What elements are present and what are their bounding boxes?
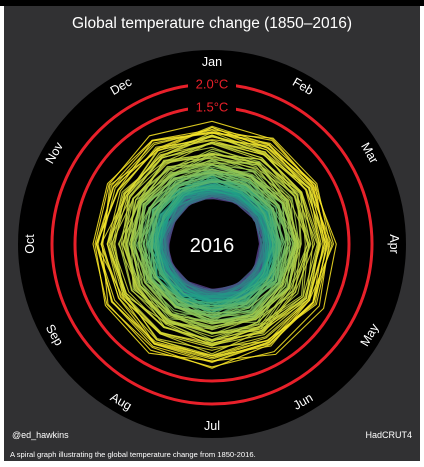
spiral-year-line — [142, 174, 292, 314]
data-source: HadCRUT4 — [365, 430, 412, 440]
temperature-rings: 2.0°C 1.5°C — [50, 76, 374, 406]
chart-frame: Global temperature change (1850–2016) Ja… — [4, 6, 420, 461]
spiral-year-line — [106, 135, 314, 341]
spiral-year-line — [96, 132, 331, 357]
ring-label: 1.5°C — [196, 100, 229, 115]
spiral-year-line — [96, 136, 333, 363]
ring-label: 2.0°C — [196, 77, 229, 92]
spiral-chart: Global temperature change (1850–2016) Ja… — [10, 15, 412, 459]
center-year-label: 2016 — [190, 235, 235, 257]
spiral-year-line — [138, 171, 298, 321]
month-label-oct: Oct — [23, 234, 37, 254]
spiral-year-line — [95, 126, 326, 363]
spiral-year-line — [113, 134, 319, 346]
spiral-year-line — [130, 156, 299, 335]
caption: A spiral graph illustrating the global t… — [10, 450, 256, 459]
ring-label-background — [188, 99, 236, 115]
spiral-year-line — [125, 160, 295, 329]
ring-label-background — [188, 76, 236, 92]
chart-title: Global temperature change (1850–2016) — [72, 15, 352, 32]
spiral-year-line — [159, 181, 277, 300]
top-border — [0, 0, 424, 6]
spiral-year-line — [134, 163, 298, 323]
month-label-jan: Jan — [202, 55, 222, 69]
spiral-lines — [92, 120, 337, 369]
spiral-year-line — [102, 126, 324, 360]
author-credit: @ed_hawkins — [12, 430, 69, 440]
spiral-year-line — [94, 120, 337, 362]
month-label-apr: Apr — [387, 234, 401, 253]
spiral-year-line — [101, 131, 330, 368]
spiral-year-line — [148, 174, 284, 311]
month-label-jul: Jul — [204, 419, 220, 433]
spiral-year-line — [110, 141, 318, 347]
